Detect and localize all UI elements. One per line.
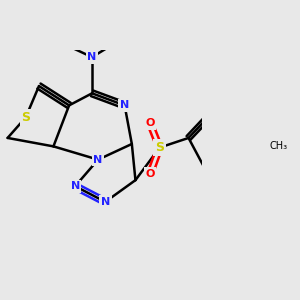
- Text: N: N: [70, 181, 80, 191]
- Text: O: O: [145, 169, 154, 179]
- Text: CH₃: CH₃: [269, 141, 287, 152]
- Text: S: S: [155, 141, 164, 154]
- Text: N: N: [101, 197, 110, 207]
- Text: N: N: [87, 52, 97, 62]
- Text: N: N: [93, 154, 103, 165]
- Text: O: O: [145, 118, 154, 128]
- Text: S: S: [21, 111, 30, 124]
- Text: N: N: [120, 100, 129, 110]
